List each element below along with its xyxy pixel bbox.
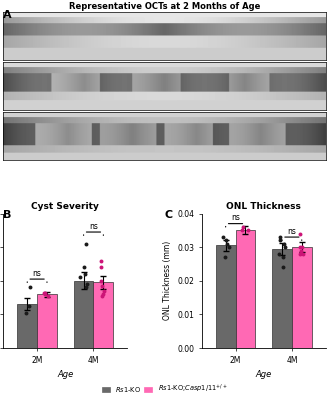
Point — [245, 227, 250, 234]
Point — [100, 291, 106, 298]
Title: Cyst Severity: Cyst Severity — [31, 202, 99, 211]
Point — [99, 264, 104, 270]
Y-axis label: WT: WT — [0, 34, 1, 38]
Point — [298, 251, 303, 257]
Point — [280, 264, 285, 270]
Point — [299, 244, 305, 250]
Bar — [17, 304, 37, 348]
Text: ns: ns — [33, 269, 41, 278]
Point — [84, 281, 89, 287]
Point — [222, 254, 227, 260]
Point — [276, 251, 281, 257]
Point — [42, 291, 47, 298]
Point — [26, 303, 32, 309]
Point — [84, 240, 89, 247]
Point — [99, 258, 104, 264]
Y-axis label: $Rs1$-KO: $Rs1$-KO — [0, 82, 1, 90]
Point — [101, 288, 106, 294]
Bar — [216, 246, 236, 348]
Bar — [37, 294, 57, 348]
Bar — [292, 247, 312, 348]
Point — [221, 234, 226, 240]
Point — [277, 234, 283, 240]
X-axis label: Age: Age — [57, 370, 73, 379]
Point — [224, 237, 229, 244]
Bar — [74, 281, 93, 348]
Point — [299, 247, 304, 254]
Point — [42, 289, 47, 296]
Point — [99, 283, 105, 289]
Point — [41, 289, 47, 296]
Point — [78, 274, 83, 281]
Point — [28, 284, 33, 291]
Point — [45, 293, 50, 299]
Point — [83, 284, 89, 291]
Legend: $Rs1$-KO, $Rs1$-KO;$Casp1/11^{+/+}$: $Rs1$-KO, $Rs1$-KO;$Casp1/11^{+/+}$ — [100, 382, 229, 397]
Text: ns: ns — [288, 227, 296, 236]
Point — [283, 244, 288, 250]
Text: B: B — [3, 210, 12, 220]
Text: A: A — [3, 10, 12, 20]
Point — [281, 254, 286, 260]
Point — [277, 237, 283, 244]
Point — [82, 271, 88, 277]
X-axis label: Age: Age — [256, 370, 272, 379]
Title: Representative OCTs at 2 Months of Age: Representative OCTs at 2 Months of Age — [69, 2, 260, 11]
Text: ns: ns — [89, 222, 98, 231]
Point — [282, 240, 287, 247]
Point — [24, 310, 29, 316]
Point — [300, 251, 305, 257]
Point — [226, 244, 231, 250]
Point — [82, 264, 87, 270]
Text: C: C — [164, 210, 173, 220]
Y-axis label: ONL Thickness (mm): ONL Thickness (mm) — [163, 241, 171, 320]
Bar — [93, 282, 113, 348]
Point — [99, 293, 105, 299]
Point — [298, 244, 303, 250]
Bar — [236, 230, 255, 348]
Text: ns: ns — [231, 213, 240, 222]
Title: ONL Thickness: ONL Thickness — [226, 202, 301, 211]
Bar — [272, 249, 292, 348]
Point — [240, 224, 246, 230]
Point — [99, 278, 104, 284]
Point — [225, 240, 230, 247]
Point — [297, 230, 302, 237]
Y-axis label: $Rs1$-KO;$Casp1/11^{+/+}$: $Rs1$-KO;$Casp1/11^{+/+}$ — [0, 131, 1, 141]
Point — [240, 227, 245, 234]
